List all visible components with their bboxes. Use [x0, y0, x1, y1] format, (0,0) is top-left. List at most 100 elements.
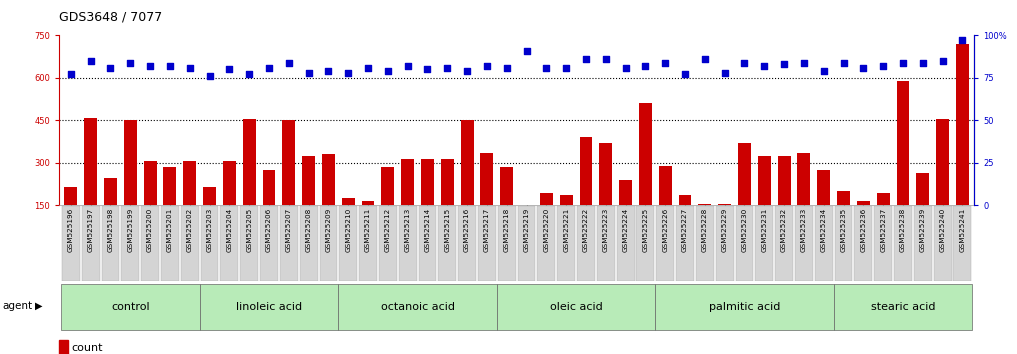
Text: GSM525215: GSM525215: [444, 207, 451, 252]
Text: oleic acid: oleic acid: [550, 302, 602, 312]
Bar: [381, 167, 395, 248]
Text: GSM525203: GSM525203: [206, 207, 213, 252]
Text: GSM525219: GSM525219: [524, 207, 530, 252]
Text: GSM525236: GSM525236: [860, 207, 866, 252]
Bar: [639, 103, 652, 248]
FancyBboxPatch shape: [319, 206, 338, 281]
FancyBboxPatch shape: [102, 206, 119, 281]
Bar: [480, 153, 493, 248]
Text: GSM525211: GSM525211: [365, 207, 371, 252]
Bar: [837, 191, 850, 248]
Bar: [778, 156, 790, 248]
Bar: [104, 178, 117, 248]
Point: [281, 60, 297, 65]
FancyBboxPatch shape: [577, 206, 595, 281]
Bar: [262, 170, 276, 248]
FancyBboxPatch shape: [379, 206, 397, 281]
FancyBboxPatch shape: [497, 206, 516, 281]
Bar: [916, 173, 930, 248]
FancyBboxPatch shape: [756, 206, 773, 281]
Text: GSM525202: GSM525202: [187, 207, 193, 252]
Text: GSM525228: GSM525228: [702, 207, 708, 252]
Point: [400, 63, 416, 69]
FancyBboxPatch shape: [934, 206, 952, 281]
Text: palmitic acid: palmitic acid: [709, 302, 780, 312]
Text: GSM525227: GSM525227: [682, 207, 689, 252]
Bar: [818, 170, 830, 248]
Text: GSM525199: GSM525199: [127, 207, 133, 252]
Point: [82, 58, 99, 64]
Bar: [738, 143, 751, 248]
FancyBboxPatch shape: [399, 206, 417, 281]
Text: GSM525238: GSM525238: [900, 207, 906, 252]
Bar: [342, 198, 355, 248]
Bar: [797, 153, 811, 248]
Point: [875, 63, 891, 69]
FancyBboxPatch shape: [240, 206, 258, 281]
Text: GSM525230: GSM525230: [741, 207, 747, 252]
Text: agent: agent: [2, 301, 33, 311]
FancyBboxPatch shape: [200, 206, 219, 281]
Bar: [402, 159, 414, 248]
FancyBboxPatch shape: [181, 206, 198, 281]
Point: [142, 63, 159, 69]
Text: GSM525220: GSM525220: [543, 207, 549, 252]
Point: [895, 60, 911, 65]
Text: GSM525216: GSM525216: [464, 207, 470, 252]
FancyBboxPatch shape: [419, 206, 436, 281]
Point: [63, 72, 79, 77]
FancyBboxPatch shape: [518, 206, 536, 281]
FancyBboxPatch shape: [339, 284, 497, 330]
FancyBboxPatch shape: [676, 206, 694, 281]
Point: [736, 60, 753, 65]
Text: GSM525232: GSM525232: [781, 207, 787, 252]
Bar: [758, 156, 771, 248]
Text: GSM525231: GSM525231: [762, 207, 767, 252]
Text: GSM525212: GSM525212: [384, 207, 391, 252]
Bar: [956, 44, 969, 248]
Point: [935, 58, 951, 64]
Text: GSM525205: GSM525205: [246, 207, 252, 252]
Text: GSM525229: GSM525229: [722, 207, 727, 252]
Point: [598, 56, 614, 62]
Bar: [362, 201, 374, 248]
Text: GSM525239: GSM525239: [919, 207, 925, 252]
Text: GSM525223: GSM525223: [603, 207, 609, 252]
FancyBboxPatch shape: [735, 206, 754, 281]
Text: GSM525221: GSM525221: [563, 207, 570, 252]
Bar: [59, 340, 68, 354]
Point: [795, 60, 812, 65]
FancyBboxPatch shape: [161, 206, 179, 281]
Bar: [659, 166, 671, 248]
FancyBboxPatch shape: [834, 284, 972, 330]
Text: GSM525217: GSM525217: [484, 207, 490, 252]
Text: GSM525233: GSM525233: [801, 207, 806, 252]
Point: [617, 65, 634, 70]
FancyBboxPatch shape: [815, 206, 833, 281]
FancyBboxPatch shape: [875, 206, 892, 281]
Point: [201, 73, 218, 79]
FancyBboxPatch shape: [199, 284, 339, 330]
Text: GSM525213: GSM525213: [405, 207, 411, 252]
FancyBboxPatch shape: [61, 284, 199, 330]
Text: GSM525201: GSM525201: [167, 207, 173, 252]
FancyBboxPatch shape: [616, 206, 635, 281]
Bar: [461, 120, 474, 248]
Point: [538, 65, 554, 70]
FancyBboxPatch shape: [300, 206, 317, 281]
Text: GSM525197: GSM525197: [87, 207, 94, 252]
FancyBboxPatch shape: [340, 206, 357, 281]
Text: GSM525224: GSM525224: [622, 207, 629, 252]
Text: GSM525234: GSM525234: [821, 207, 827, 252]
Point: [439, 65, 456, 70]
FancyBboxPatch shape: [121, 206, 139, 281]
Bar: [243, 119, 255, 248]
Point: [855, 65, 872, 70]
Text: GSM525208: GSM525208: [306, 207, 311, 252]
Text: GSM525240: GSM525240: [940, 207, 946, 252]
Text: GSM525204: GSM525204: [227, 207, 232, 252]
Point: [222, 67, 238, 72]
Text: GSM525200: GSM525200: [147, 207, 154, 252]
FancyBboxPatch shape: [656, 206, 674, 281]
Bar: [599, 143, 612, 248]
